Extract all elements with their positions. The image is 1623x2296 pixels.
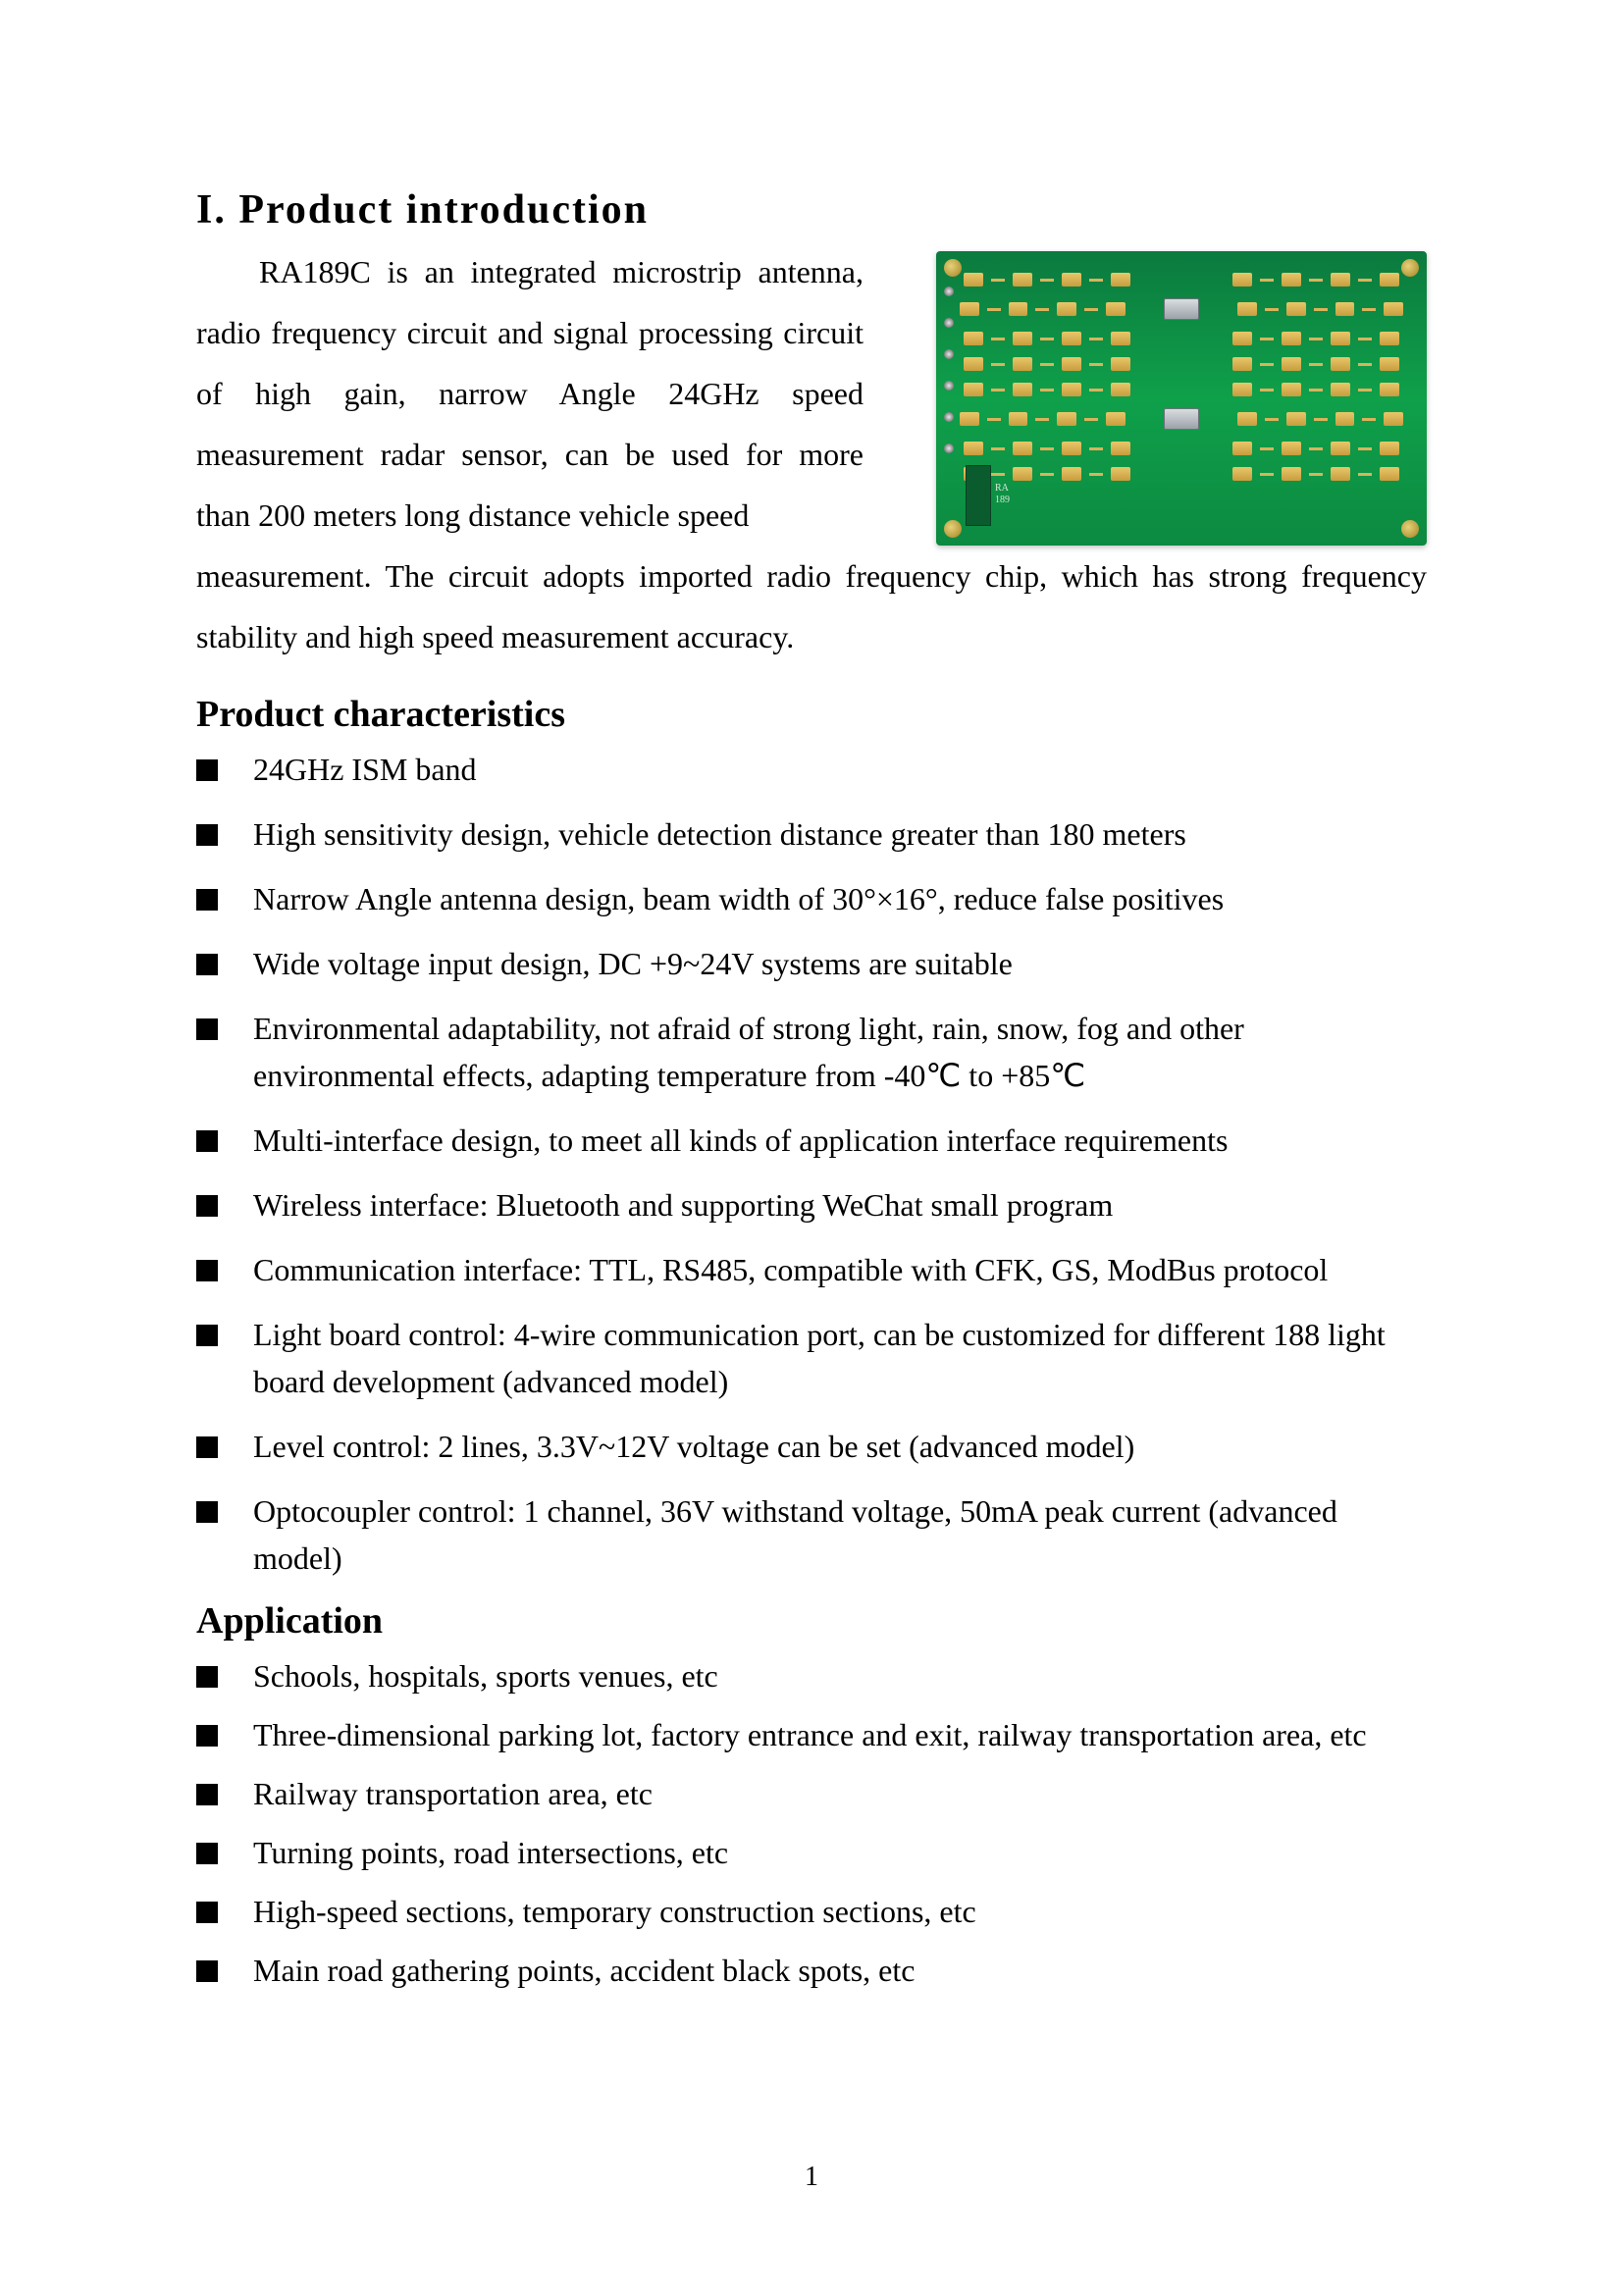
list-item: Three-dimensional parking lot, factory e… — [196, 1711, 1427, 1758]
list-item: Wide voltage input design, DC +9~24V sys… — [196, 940, 1427, 987]
pcb-antenna-rows — [960, 273, 1403, 481]
pcb-connector — [966, 465, 991, 526]
screw-icon — [944, 259, 962, 277]
list-item: High-speed sections, temporary construct… — [196, 1888, 1427, 1935]
heading-application: Application — [196, 1599, 1427, 1643]
list-item: Narrow Angle antenna design, beam width … — [196, 875, 1427, 922]
pcb-holes — [944, 287, 954, 453]
list-item: Environmental adaptability, not afraid o… — [196, 1005, 1427, 1099]
page-container: I. Product introduction RA189 — [0, 0, 1623, 1994]
list-item: Turning points, road intersections, etc — [196, 1829, 1427, 1876]
intro-section: RA189 RA189C is an integrated microstrip… — [196, 241, 1427, 667]
application-list: Schools, hospitals, sports venues, etc Th… — [196, 1652, 1427, 1994]
heading-characteristics: Product characteristics — [196, 693, 1427, 736]
list-item: Light board control: 4-wire communicatio… — [196, 1311, 1427, 1405]
characteristics-list: 24GHz ISM band High sensitivity design, v… — [196, 746, 1427, 1582]
pcb-image: RA189 — [936, 251, 1427, 546]
list-item: Schools, hospitals, sports venues, etc — [196, 1652, 1427, 1699]
list-item: Level control: 2 lines, 3.3V~12V voltage… — [196, 1423, 1427, 1470]
intro-paragraph-cont: measurement. The circuit adopts imported… — [196, 546, 1427, 667]
screw-icon — [1401, 259, 1419, 277]
page-number: 1 — [0, 2162, 1623, 2193]
list-item: Railway transportation area, etc — [196, 1770, 1427, 1817]
list-item: Wireless interface: Bluetooth and suppor… — [196, 1181, 1427, 1228]
list-item: Main road gathering points, accident bla… — [196, 1947, 1427, 1994]
heading-introduction: I. Product introduction — [196, 186, 1427, 234]
pcb-silkscreen: RA189 — [995, 483, 1010, 506]
screw-icon — [1401, 520, 1419, 538]
list-item: High sensitivity design, vehicle detecti… — [196, 810, 1427, 858]
intro-paragraph: RA189C is an integrated microstrip anten… — [196, 241, 864, 546]
list-item: Multi-interface design, to meet all kind… — [196, 1117, 1427, 1164]
list-item: 24GHz ISM band — [196, 746, 1427, 793]
screw-icon — [944, 520, 962, 538]
list-item: Communication interface: TTL, RS485, com… — [196, 1246, 1427, 1293]
list-item: Optocoupler control: 1 channel, 36V with… — [196, 1487, 1427, 1582]
